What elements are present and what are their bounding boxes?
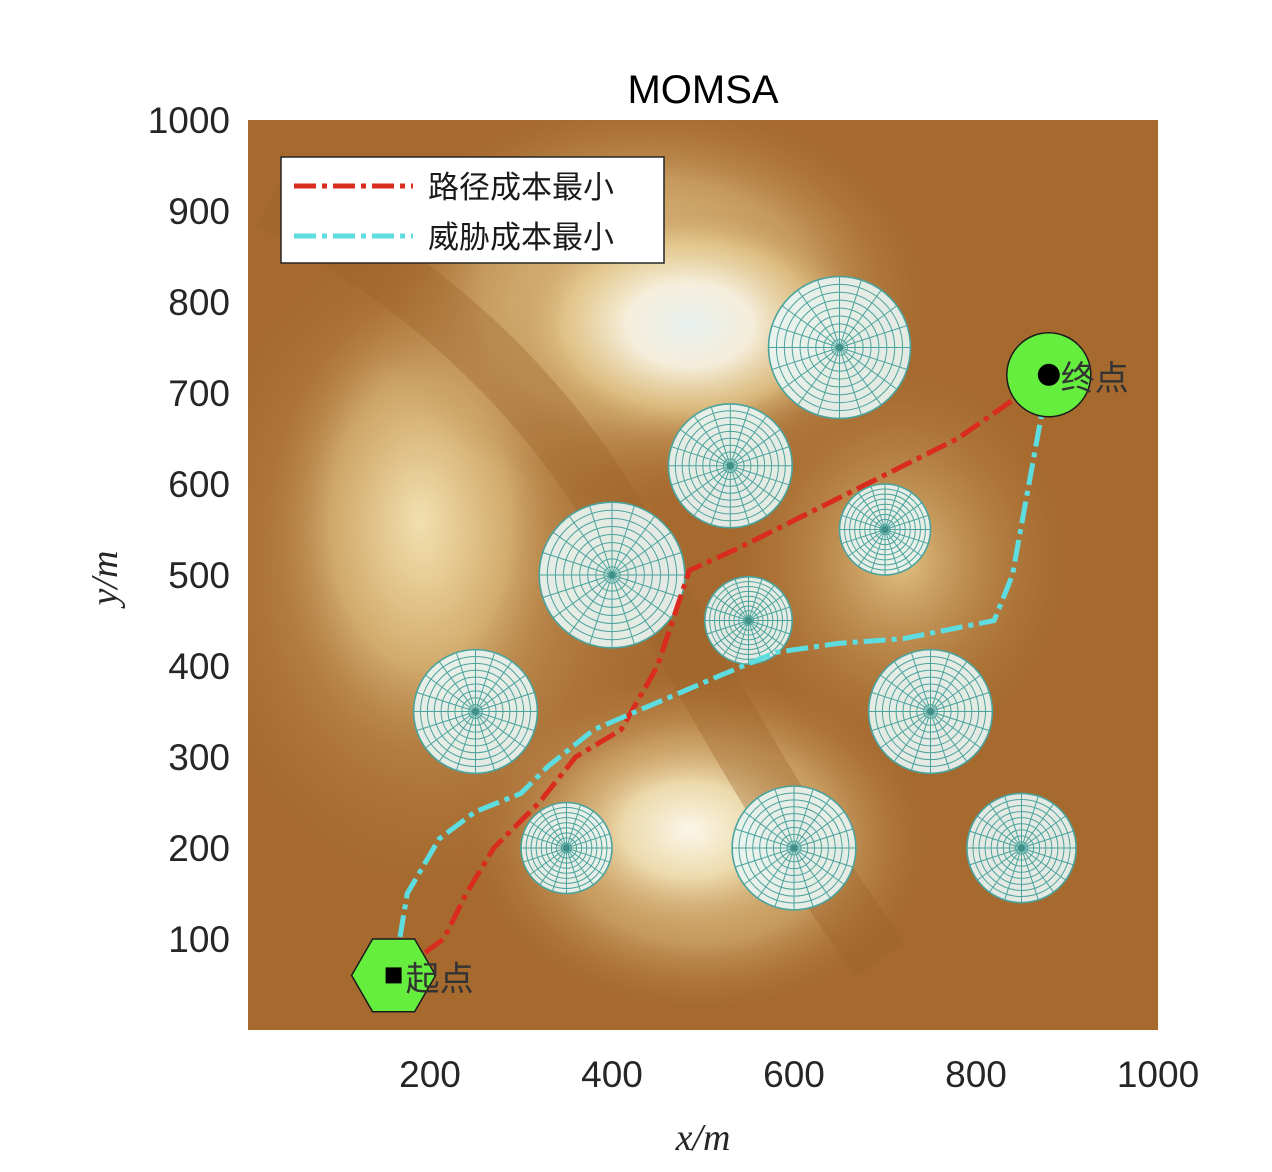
end-label: 终点 xyxy=(1061,359,1129,399)
y-tick-label: 600 xyxy=(168,464,230,505)
y-tick-label: 100 xyxy=(168,919,230,960)
series-line xyxy=(392,372,1051,978)
y-tick-label: 500 xyxy=(168,555,230,596)
x-tick-label: 600 xyxy=(763,1054,825,1095)
series-line xyxy=(391,374,1052,976)
terrain-background xyxy=(248,120,1158,1030)
x-tick-label: 200 xyxy=(399,1054,461,1095)
legend-label-path-cost: 路径成本最小 xyxy=(428,170,614,206)
threat-zone xyxy=(731,785,857,911)
y-tick-label: 1000 xyxy=(148,100,230,141)
y-tick-labels: 100 200 300 400 500 600 700 800 900 1000 xyxy=(148,100,230,960)
y-tick-label: 700 xyxy=(168,373,230,414)
x-tick-label: 1000 xyxy=(1117,1054,1199,1095)
start-label: 起点 xyxy=(406,959,474,999)
threat-zone xyxy=(767,275,912,420)
threat-zones xyxy=(412,275,1077,911)
end-point xyxy=(1037,363,1060,386)
threat-zone xyxy=(838,483,932,576)
threat-zone xyxy=(520,801,613,895)
y-tick-label: 200 xyxy=(168,828,230,869)
threat-zone xyxy=(867,648,994,775)
x-tick-label: 800 xyxy=(945,1054,1007,1095)
threat-zone xyxy=(412,648,539,775)
y-tick-label: 900 xyxy=(168,191,230,232)
legend: 路径成本最小 威胁成本最小 xyxy=(280,156,665,264)
series-layer xyxy=(391,372,1052,978)
markers: 起点 终点 xyxy=(350,332,1129,1013)
x-tick-labels: 200 400 600 800 1000 xyxy=(399,1054,1199,1095)
legend-box xyxy=(280,156,665,264)
chart-title: MOMSA xyxy=(627,68,778,112)
threat-zone xyxy=(704,576,793,665)
threat-zone xyxy=(667,403,793,529)
legend-label-threat-cost: 威胁成本最小 xyxy=(428,220,614,256)
threat-zone xyxy=(966,792,1077,904)
x-tick-label: 400 xyxy=(581,1054,643,1095)
x-axis-label: x/m xyxy=(675,1117,731,1159)
start-point xyxy=(385,967,402,984)
y-axis-label: y/m xyxy=(84,551,126,610)
threat-zone xyxy=(538,501,686,649)
y-tick-label: 400 xyxy=(168,646,230,687)
y-tick-label: 800 xyxy=(168,282,230,323)
y-tick-label: 300 xyxy=(168,737,230,778)
